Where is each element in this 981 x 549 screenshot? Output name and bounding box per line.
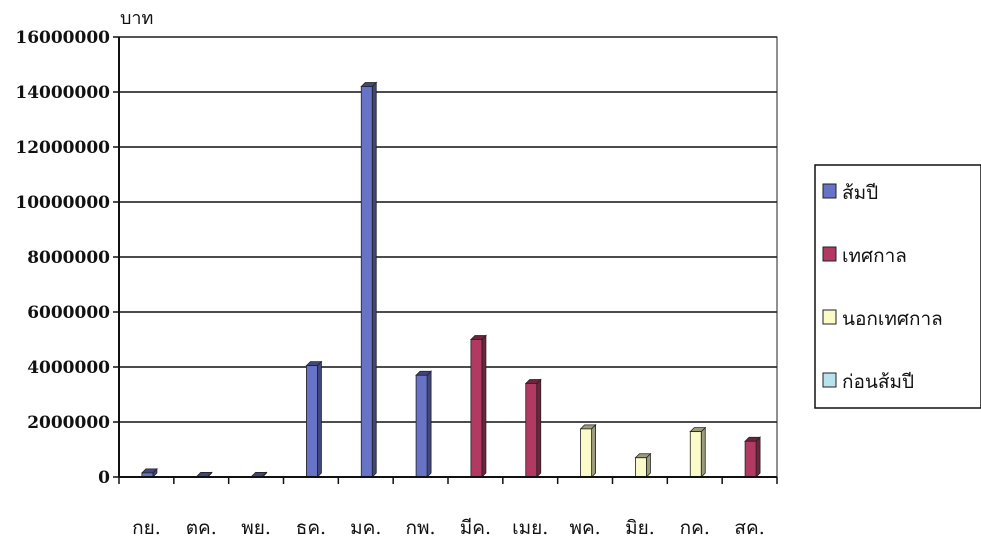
y-axis-unit-label: บาท: [120, 8, 153, 29]
x-tick-label: พค.: [569, 517, 600, 539]
y-tick-label: 4000000: [27, 358, 110, 378]
x-tick-label: เมย.: [512, 517, 548, 539]
x-tick-label: สค.: [734, 517, 764, 539]
legend-entry: นอกเทศกาล: [842, 308, 943, 330]
bar: [360, 81, 378, 478]
bar-side: [536, 378, 542, 478]
legend-swatch: [822, 372, 837, 388]
bar: [744, 436, 762, 478]
x-tick-label: กค.: [680, 517, 710, 539]
y-tick-label: 16000000: [15, 28, 110, 48]
x-tick-label: ธค.: [296, 517, 326, 539]
x-tick-label: พย.: [241, 517, 271, 539]
bar: [140, 467, 158, 478]
bar-top: [250, 472, 268, 477]
bar-front: [580, 428, 592, 478]
y-tick-label: 2000000: [27, 413, 110, 433]
legend-box: [814, 164, 981, 409]
bar-front: [744, 440, 757, 478]
bars: [140, 81, 762, 478]
legend-swatch: [822, 246, 837, 262]
axes: 0 2000000 4000000 6000000 8000000 10000000 120…: [15, 28, 778, 539]
legend-swatch: [822, 309, 837, 325]
bar-front: [635, 457, 647, 478]
y-tick-label: 0: [98, 468, 110, 488]
bar-side: [591, 423, 596, 478]
bar-side: [700, 426, 706, 478]
y-tick-label: 6000000: [27, 303, 110, 323]
x-tick-label: ตค.: [186, 517, 217, 539]
y-tick-label: 10000000: [15, 193, 110, 213]
legend-entry: ส้มปี: [842, 182, 878, 204]
bar: [689, 426, 707, 478]
bar-front: [306, 365, 318, 478]
y-tick-label: 12000000: [15, 138, 110, 158]
grid-lines: [119, 36, 777, 423]
bar: [415, 370, 433, 478]
bar-side: [426, 370, 432, 478]
bar-top: [195, 472, 213, 477]
bar-side: [481, 334, 487, 478]
bar-front: [360, 86, 373, 478]
bar: [305, 360, 323, 478]
bar: [469, 334, 487, 478]
x-tick-label: มีค.: [460, 517, 491, 539]
y-tick-label: 14000000: [15, 83, 110, 103]
bar-front: [689, 431, 702, 478]
bar-side: [317, 360, 322, 478]
legend-entry: ก่อนส้มปี: [842, 371, 914, 393]
legend-swatch: [822, 183, 837, 199]
bar: [524, 378, 542, 478]
y-tick-label: 8000000: [27, 248, 110, 268]
x-tick-label: มค.: [350, 517, 381, 539]
x-tick-label: กพ.: [406, 517, 436, 539]
x-tick-label: กย.: [132, 517, 161, 539]
bar-front: [525, 383, 538, 478]
x-tick-label: มิย.: [625, 517, 655, 539]
legend-entry: เทศกาล: [842, 245, 907, 267]
bar: [634, 452, 652, 478]
bar-front: [415, 374, 428, 478]
bar-side: [371, 81, 377, 478]
bar-side: [755, 436, 761, 478]
bar: [579, 423, 597, 478]
bar-front: [470, 339, 483, 478]
